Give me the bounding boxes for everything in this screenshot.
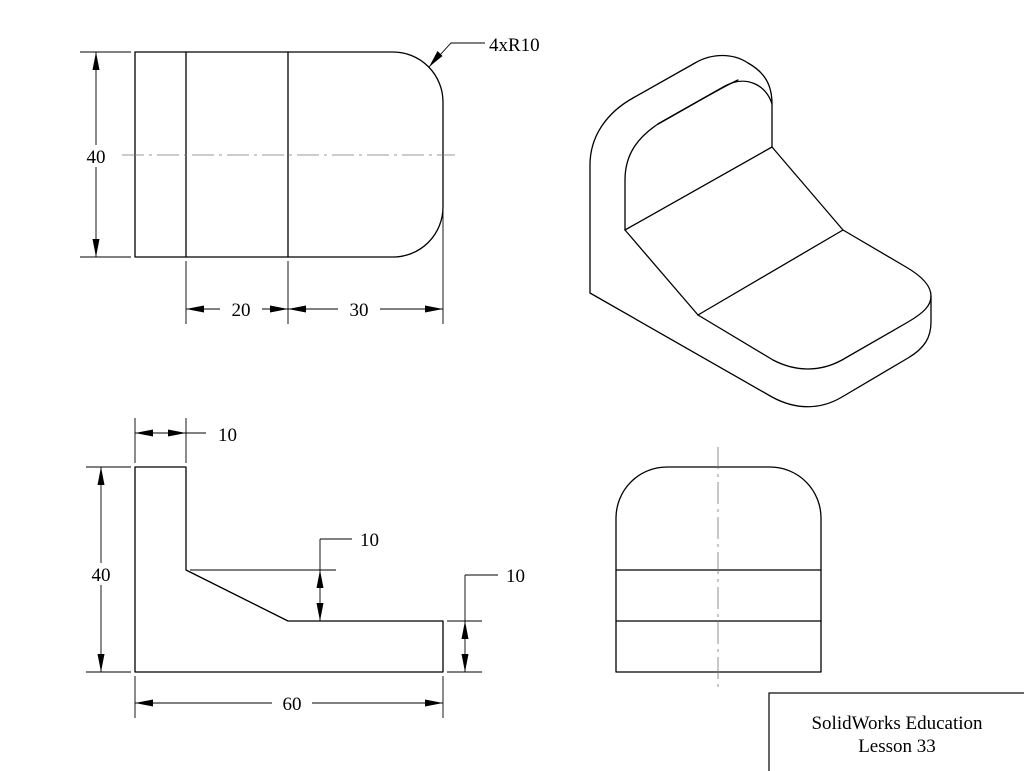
top-height-arrow-down: [92, 239, 100, 257]
iso-outline: [589, 54, 932, 408]
front-base-arrow-a: [461, 621, 469, 639]
front-wall-dim-text: 10: [218, 425, 237, 446]
iso-chamfer-top-edge: [624, 146, 773, 231]
top-width-arrow-2a: [288, 305, 306, 313]
radius-leader-arrow: [429, 51, 443, 67]
front-base-arrow-b: [461, 654, 469, 672]
front-length-arrow-a: [135, 699, 153, 707]
title-block: SolidWorks Education Lesson 33: [768, 692, 1024, 771]
top-view-outline: [134, 51, 444, 258]
side-view: [615, 447, 822, 690]
front-height-arrow-up: [97, 467, 105, 485]
top-width-arrow-1b: [270, 305, 288, 313]
iso-wall-top: [747, 62, 773, 148]
front-chamfer-arrow-a: [316, 570, 324, 588]
front-view: 10 40 10 10 60: [86, 418, 525, 718]
front-chamfer-arrow-b: [316, 603, 324, 621]
side-view-outline: [615, 466, 822, 673]
top-height-arrow-up: [92, 52, 100, 70]
top-width-dim-text-1: 20: [232, 300, 251, 321]
front-length-arrow-b: [425, 699, 443, 707]
iso-wall-crease: [657, 79, 739, 125]
title-block-frame: [768, 692, 1024, 771]
title-block-line-1: SolidWorks Education: [811, 713, 983, 734]
front-chamfer-dim-text: 10: [360, 530, 379, 551]
top-height-dim-text: 40: [87, 147, 106, 168]
iso-base-top-face: [697, 229, 932, 370]
iso-chamfer-left-edge: [624, 229, 699, 316]
front-height-arrow-down: [97, 654, 105, 672]
front-height-dim-text: 40: [92, 565, 111, 586]
top-width-arrow-1a: [186, 305, 204, 313]
iso-chamfer-right-edge: [771, 146, 844, 231]
front-wall-arrow-a: [135, 429, 153, 437]
top-view: 40 20 30 4xR10: [80, 35, 540, 324]
front-base-dim-text: 10: [506, 566, 525, 587]
front-view-outline: [134, 466, 444, 673]
top-width-dim-text-2: 30: [350, 300, 369, 321]
isometric-view: [589, 54, 932, 408]
iso-wall-inner-arc: [624, 80, 773, 231]
iso-chamfer-bottom-edge: [697, 229, 844, 316]
front-wall-arrow-b: [168, 429, 186, 437]
front-length-dim-text: 60: [283, 694, 302, 715]
title-block-line-2: Lesson 33: [858, 736, 936, 757]
top-width-arrow-2b: [425, 305, 443, 313]
radius-note-text: 4xR10: [489, 35, 540, 56]
